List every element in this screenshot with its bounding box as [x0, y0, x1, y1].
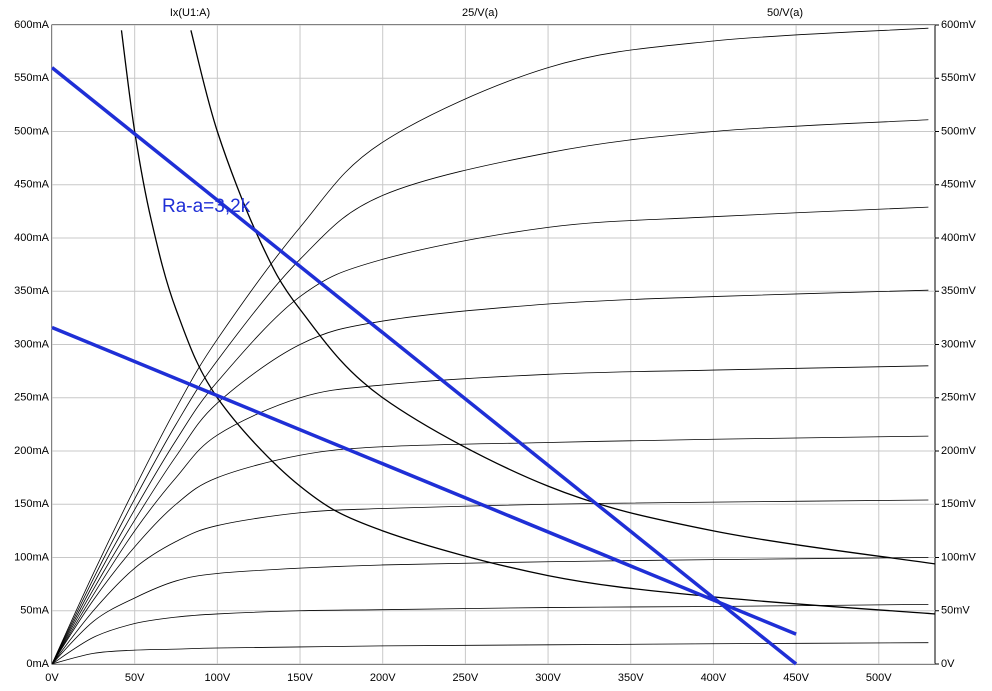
y2-tick-label: 400mV — [941, 232, 977, 244]
plate-curve — [52, 206, 929, 664]
x-tick-label: 0V — [45, 672, 59, 684]
x-tick-label: 250V — [453, 672, 479, 684]
x-tick-label: 400V — [701, 672, 727, 684]
plate-curve — [52, 289, 929, 664]
y-tick-label: 450mA — [14, 179, 50, 191]
x-tick-label: 150V — [287, 672, 313, 684]
y2-tick-label: 500mV — [941, 125, 977, 137]
x-tick-label: 300V — [535, 672, 561, 684]
y-tick-label: 200mA — [14, 445, 50, 457]
plate-curve — [52, 557, 929, 664]
y-tick-label: 150mA — [14, 498, 50, 510]
annotation: Ra-a=3,2k — [162, 196, 251, 217]
power-curve — [190, 30, 935, 565]
legend-entry: 50/V(a) — [767, 7, 803, 19]
y2-tick-label: 250mV — [941, 392, 977, 404]
y-tick-label: 250mA — [14, 392, 50, 404]
legend-entry: Ix(U1:A) — [170, 7, 210, 19]
y2-tick-label: 450mV — [941, 179, 977, 191]
plate-curve — [52, 642, 929, 664]
y2-tick-label: 600mV — [941, 19, 977, 31]
plate-curve — [52, 119, 929, 664]
load-line — [50, 66, 798, 666]
plate-curve — [52, 603, 929, 664]
y-tick-label: 500mA — [14, 125, 50, 137]
x-tick-label: 200V — [370, 672, 396, 684]
y2-tick-label: 550mV — [941, 72, 977, 84]
y-tick-label: 50mA — [20, 605, 49, 617]
y-tick-label: 0mA — [26, 658, 49, 670]
plot-layer — [52, 25, 935, 664]
y2-tick-label: 200mV — [941, 445, 977, 457]
y2-tick-label: 350mV — [941, 285, 977, 297]
y-tick-label: 550mA — [14, 72, 50, 84]
legend-entry: 25/V(a) — [462, 7, 498, 19]
y-tick-label: 350mA — [14, 285, 50, 297]
y-tick-label: 300mA — [14, 338, 50, 350]
plate-curve — [52, 365, 929, 664]
y-tick-label: 400mA — [14, 232, 50, 244]
plate-curve — [52, 27, 929, 664]
y2-tick-label: 150mV — [941, 498, 977, 510]
load-line — [51, 325, 797, 636]
y2-tick-label: 50mV — [941, 605, 970, 617]
y2-tick-label: 0V — [941, 658, 955, 670]
power-curve — [120, 30, 935, 615]
x-tick-label: 100V — [205, 672, 231, 684]
y-tick-label: 600mA — [14, 19, 50, 31]
x-tick-label: 50V — [125, 672, 145, 684]
x-tick-label: 500V — [866, 672, 892, 684]
y2-tick-label: 300mV — [941, 338, 977, 350]
x-tick-label: 450V — [783, 672, 809, 684]
y2-tick-label: 100mV — [941, 551, 977, 563]
x-tick-label: 350V — [618, 672, 644, 684]
plate-curve — [52, 435, 929, 664]
plate-curve — [52, 499, 929, 664]
y-tick-label: 100mA — [14, 551, 50, 563]
